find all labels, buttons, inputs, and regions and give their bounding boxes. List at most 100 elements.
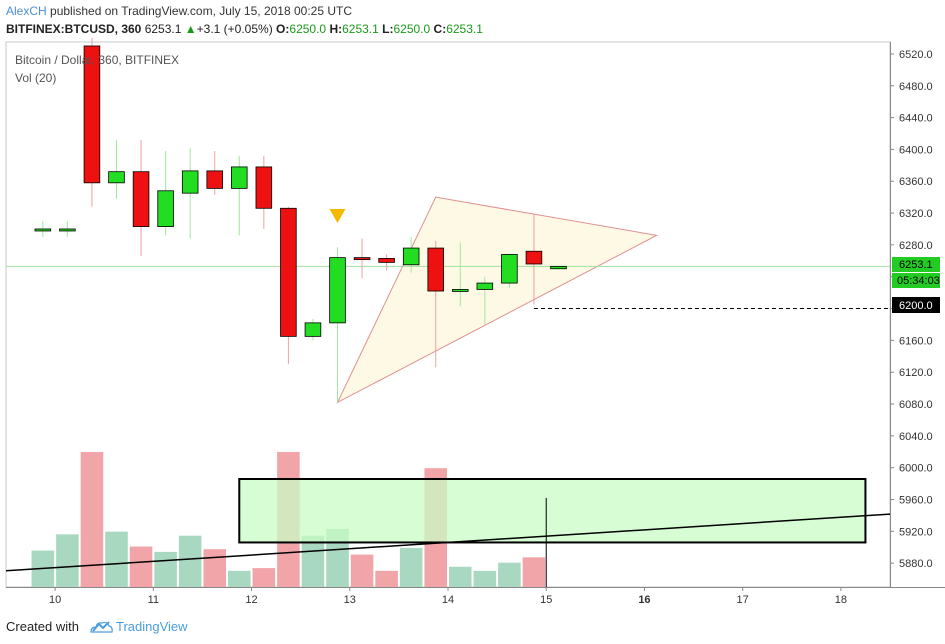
last-price-tag-bg [892,257,940,272]
volume-bar [350,554,374,587]
candle-body [329,257,346,324]
y-tick-label: 6280.0 [899,240,933,252]
volume-bar [473,570,497,587]
y-tick-label: 6400.0 [899,144,933,156]
open-value: 6250.0 [289,22,327,36]
volume-bar [56,534,79,587]
legend-title: Bitcoin / Dollar, 360, BITFINEX [15,53,179,67]
y-tick-label: 6320.0 [899,208,933,220]
countdown-tag-bg [892,273,940,288]
x-axis-ticks: 10 11 12 13 14 15 16 17 18 [49,587,847,606]
candle-body [231,166,248,189]
down-arrow-marker-icon [329,208,346,223]
close-label: C: [433,22,447,36]
volume-bar [105,531,128,587]
candle-body [452,289,469,292]
candle-body [59,228,76,232]
volume-bar [80,452,104,587]
volume-bar [522,557,546,587]
candle-body [181,170,199,194]
publisher-line: AlexCH published on TradingView.com, Jul… [6,4,352,18]
volume-bar [178,535,202,587]
candle-body [34,228,52,232]
overlay-drawings [329,208,890,587]
ohlc-line: BITFINEX:BTCUSD, 360 6253.1 ▲+3.1 (+0.05… [6,22,483,36]
change-value: +3.1 (+0.05%) [196,22,273,36]
axis-panel [890,42,945,587]
y-tick-label: 5880.0 [899,558,933,570]
x-tick-label: 14 [442,594,454,606]
last-price-tag: 6253.1 [899,259,933,271]
x-tick-label: 18 [835,594,847,606]
y-tick-label: 5960.0 [899,494,933,506]
price-tags: 6253.1 05:34:03 6200.0 [892,257,940,313]
x-tick-label: 11 [148,594,159,606]
candle-body [378,258,395,263]
y-tick-label: 6000.0 [899,463,933,475]
x-tick-label: 12 [245,594,257,606]
volume-box-drawing[interactable] [5,478,891,572]
candle-body [402,247,420,266]
volume-box [238,478,867,544]
volume-bar [498,562,521,587]
volume-bar [129,546,153,587]
published-text: published on TradingView.com, July 15, 2… [50,4,352,18]
tradingview-link[interactable]: TradingView [116,619,188,634]
volume-bar [375,570,398,587]
last-price: 6253.1 [144,22,182,36]
high-value: 6253.1 [342,22,379,36]
candle-body [501,254,518,284]
candles [34,38,567,403]
candle-body [83,45,101,184]
close-value: 6253.1 [446,22,483,36]
y-tick-label: 6040.0 [899,431,933,443]
volume-bar [252,568,276,587]
x-tick-label: 10 [49,594,61,606]
y-tick-label: 6440.0 [899,113,933,125]
candle-body [206,170,223,189]
x-tick-label: 16 [638,594,650,606]
author-link[interactable]: AlexCH [6,4,47,18]
x-tick-label: 17 [737,594,749,606]
up-arrow-icon: ▲ [184,22,197,36]
candle-body [108,171,125,184]
y-tick-label: 6480.0 [899,81,933,93]
volume-bar [301,535,325,587]
candle-body [255,166,273,209]
open-label: O: [276,22,290,36]
countdown-tag: 05:34:03 [897,275,940,287]
y-tick-label: 6360.0 [899,176,933,188]
y-tick-label: 6160.0 [899,335,933,347]
level-tag-bg [892,297,940,313]
volume-trendline [5,513,891,572]
candle-body [427,247,444,292]
symbol-label[interactable]: BITFINEX:BTCUSD, 360 [6,22,142,36]
volume-bar [203,549,226,587]
low-label: L: [382,22,394,36]
x-tick-label: 13 [344,594,356,606]
volume-bar [449,566,472,587]
y-tick-label: 6520.0 [899,49,933,61]
candle-body [304,322,322,337]
candle-body [550,265,567,270]
volume-bar [326,528,349,587]
x-tick-label: 15 [540,594,552,606]
volume-bar [154,551,177,587]
level-tag: 6200.0 [899,300,933,312]
volume-bar [399,547,423,587]
low-value: 6250.0 [393,22,431,36]
footer: Created with TradingView [6,619,188,634]
y-tick-label: 6080.0 [899,399,933,411]
volume-bar [228,570,251,587]
candle-body [525,250,543,265]
tradingview-cloud-icon [90,621,113,633]
candle-body [280,207,297,337]
candle-body [353,257,371,261]
candle-body [476,282,494,290]
y-tick-label: 5920.0 [899,526,933,538]
candle-body [132,171,150,227]
created-with-text: Created with [6,619,79,634]
y-tick-label: 6120.0 [899,367,933,379]
high-label: H: [329,22,343,36]
